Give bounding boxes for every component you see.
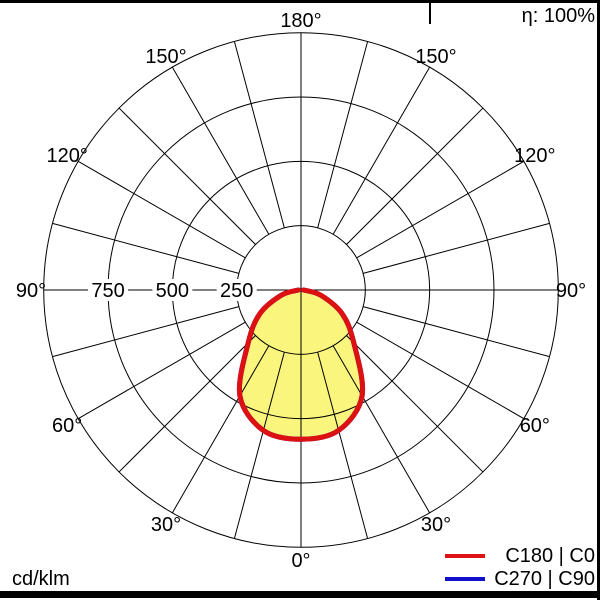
grid-spoke xyxy=(356,160,525,259)
angle-label: 90° xyxy=(16,280,46,302)
grid-spoke xyxy=(77,321,246,420)
grid-spoke xyxy=(118,107,256,245)
efficiency-label: η: 100% xyxy=(521,5,595,27)
angle-label: 30° xyxy=(421,514,451,536)
grid-spoke xyxy=(171,345,270,514)
c0-c180-curve xyxy=(236,287,366,442)
radial-tick-label: 250 xyxy=(220,280,253,302)
border-bottom xyxy=(0,591,600,598)
radial-tick-mask xyxy=(88,279,129,301)
top-separator-line xyxy=(429,0,431,24)
angle-label: 30° xyxy=(151,514,181,536)
grid-spoke xyxy=(52,306,239,358)
grid-spoke xyxy=(332,345,431,514)
angle-label: 120° xyxy=(46,145,87,167)
grid-spoke xyxy=(332,66,431,235)
legend-label-c0: C180 | C0 xyxy=(505,545,595,567)
radial-tick-label: 750 xyxy=(91,280,124,302)
grid-spoke xyxy=(52,222,239,274)
grid-spoke xyxy=(363,306,550,358)
grid-spoke xyxy=(356,321,525,420)
grid-spoke xyxy=(77,160,246,259)
angle-label: 0° xyxy=(291,550,310,572)
grid-spoke xyxy=(118,335,256,473)
legend-line-c90 xyxy=(445,577,485,581)
radial-tick-mask xyxy=(216,279,257,301)
grid-spoke xyxy=(233,352,285,539)
angle-label: 150° xyxy=(415,46,456,68)
grid-spoke xyxy=(171,66,270,235)
grid-spoke xyxy=(317,352,369,539)
angle-label: 180° xyxy=(280,10,321,32)
grid-spoke xyxy=(363,222,550,274)
radial-tick-label: 500 xyxy=(156,280,189,302)
angle-label: 90° xyxy=(556,280,586,302)
angle-label: 60° xyxy=(52,415,82,437)
angle-label: 120° xyxy=(514,145,555,167)
border-top xyxy=(0,0,600,3)
radial-tick-mask xyxy=(152,279,193,301)
grid-spoke xyxy=(346,107,484,245)
legend-line-c0 xyxy=(445,554,485,558)
grid-spoke xyxy=(317,41,369,228)
legend-label-c90: C270 | C90 xyxy=(494,568,595,590)
grid-spoke xyxy=(346,335,484,473)
angle-label: 60° xyxy=(520,415,550,437)
grid-spoke xyxy=(233,41,285,228)
border-right xyxy=(597,0,600,600)
angle-label: 150° xyxy=(145,46,186,68)
unit-label: cd/klm xyxy=(12,568,70,590)
